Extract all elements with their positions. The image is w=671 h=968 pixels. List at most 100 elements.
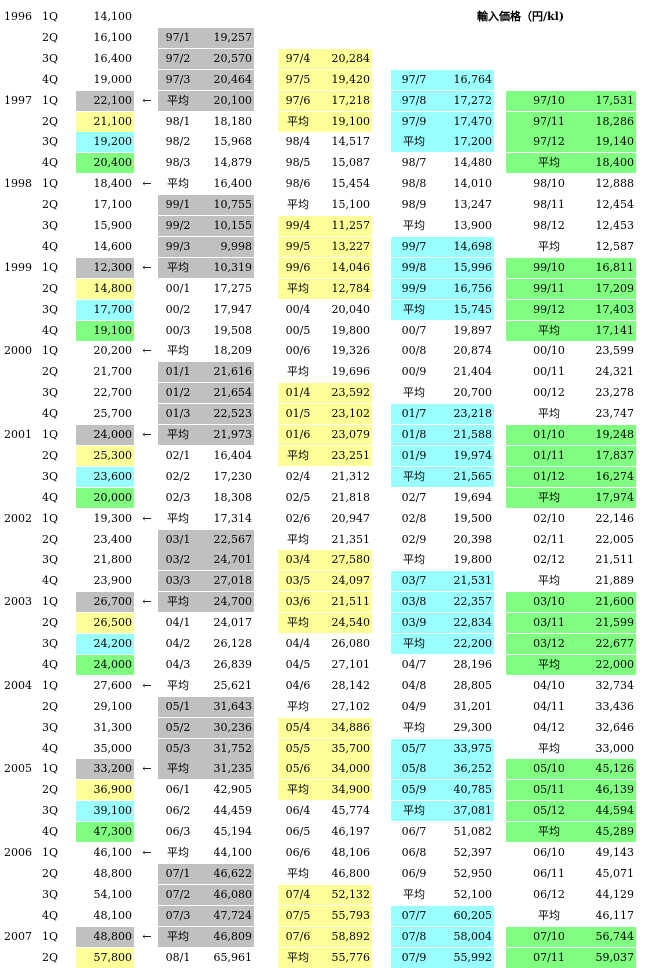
month-value-1: 20,100 bbox=[198, 90, 254, 111]
quarter-label: 2Q bbox=[42, 198, 59, 212]
month-label-3: 97/7 bbox=[391, 69, 437, 90]
month-label-3: 03/9 bbox=[391, 613, 437, 634]
month-label-4: 平均 bbox=[538, 239, 560, 253]
month-label-4: 平均 bbox=[538, 407, 560, 421]
month-label-1: 05/2 bbox=[158, 717, 198, 738]
month-value-1: 20,464 bbox=[198, 69, 254, 90]
month-label-4: 00/10 bbox=[533, 344, 565, 358]
quarter-label: 4Q bbox=[42, 574, 59, 588]
month-label-3: 06/9 bbox=[401, 866, 427, 880]
month-value-1: 16,400 bbox=[213, 177, 253, 191]
quarter-label: 2Q bbox=[42, 950, 59, 964]
month-label-4: 99/10 bbox=[506, 257, 592, 278]
month-label-2: 04/5 bbox=[285, 657, 311, 671]
month-value-4: 22,677 bbox=[592, 634, 636, 654]
month-label-4: 平均 bbox=[538, 741, 560, 755]
month-value-2: 48,106 bbox=[331, 846, 371, 859]
month-value-1: 17,314 bbox=[213, 511, 253, 525]
month-value-4: 21,511 bbox=[595, 553, 635, 567]
quarter-label: 3Q bbox=[42, 553, 59, 567]
month-label-2: 97/6 bbox=[278, 90, 318, 111]
month-label-2: 05/6 bbox=[278, 759, 318, 780]
arrow-indicator: ← bbox=[142, 177, 152, 191]
month-label-2: 平均 bbox=[278, 780, 318, 801]
quarter-value: 24,200 bbox=[76, 634, 134, 654]
month-label-1: 07/2 bbox=[158, 884, 198, 905]
month-label-4: 98/10 bbox=[533, 177, 565, 191]
month-label-3: 平均 bbox=[403, 720, 425, 734]
month-value-3: 17,272 bbox=[437, 90, 494, 111]
quarter-label: 3Q bbox=[42, 302, 59, 316]
month-label-3: 平均 bbox=[391, 801, 437, 822]
month-label-3: 平均 bbox=[391, 634, 437, 654]
month-label-1: 04/1 bbox=[165, 616, 191, 630]
month-label-1: 平均 bbox=[167, 177, 189, 191]
month-value-2: 15,100 bbox=[331, 198, 371, 212]
month-value-1: 45,194 bbox=[213, 825, 253, 839]
month-label-3: 07/8 bbox=[391, 926, 437, 947]
month-value-3: 13,247 bbox=[453, 198, 493, 212]
month-value-1: 19,508 bbox=[213, 323, 253, 337]
month-label-1: 97/1 bbox=[158, 27, 198, 48]
month-value-2: 21,818 bbox=[331, 490, 371, 504]
month-value-4: 17,837 bbox=[592, 445, 636, 466]
month-label-4: 05/10 bbox=[506, 759, 592, 780]
month-value-2: 20,040 bbox=[331, 302, 371, 316]
month-value-1: 21,654 bbox=[198, 383, 254, 404]
month-label-1: 02/1 bbox=[165, 448, 191, 462]
month-value-3: 31,201 bbox=[453, 699, 493, 713]
month-label-3: 03/8 bbox=[391, 592, 437, 613]
month-value-3: 19,500 bbox=[453, 511, 493, 525]
month-value-3: 16,764 bbox=[437, 69, 494, 90]
month-value-1: 44,100 bbox=[213, 846, 253, 859]
month-value-1: 42,905 bbox=[213, 783, 253, 797]
month-value-2: 23,251 bbox=[318, 445, 372, 466]
quarter-label: 3Q bbox=[42, 887, 59, 901]
month-value-2: 23,592 bbox=[318, 383, 372, 404]
month-label-2: 04/4 bbox=[285, 637, 311, 650]
quarter-value: 29,100 bbox=[93, 699, 133, 713]
month-value-2: 34,900 bbox=[318, 780, 372, 801]
month-value-2: 58,892 bbox=[318, 926, 372, 947]
month-label-3: 04/8 bbox=[401, 678, 427, 692]
month-value-3: 51,082 bbox=[453, 825, 493, 839]
quarter-label: 3Q bbox=[42, 469, 59, 483]
quarter-value: 20,200 bbox=[93, 344, 133, 358]
month-value-2: 35,700 bbox=[318, 738, 372, 759]
month-value-3: 14,698 bbox=[437, 236, 494, 257]
month-label-3: 07/7 bbox=[391, 905, 437, 926]
month-value-1: 31,752 bbox=[198, 738, 254, 759]
month-label-4: 98/12 bbox=[533, 219, 565, 232]
month-label-3: 01/9 bbox=[391, 445, 437, 466]
month-label-3: 02/9 bbox=[401, 532, 427, 546]
month-label-4: 01/11 bbox=[506, 445, 592, 466]
month-value-1: 31,235 bbox=[198, 759, 254, 780]
month-label-3: 平均 bbox=[403, 386, 425, 400]
quarter-value: 48,800 bbox=[93, 866, 133, 880]
month-value-1: 18,308 bbox=[213, 490, 253, 504]
month-value-2: 12,784 bbox=[318, 278, 372, 299]
month-label-2: 平均 bbox=[287, 866, 309, 880]
month-label-4: 99/12 bbox=[506, 299, 592, 320]
month-label-1: 平均 bbox=[167, 678, 189, 692]
month-value-2: 19,696 bbox=[331, 365, 371, 379]
month-value-4: 18,400 bbox=[592, 153, 636, 174]
month-value-3: 33,975 bbox=[437, 738, 494, 759]
quarter-value: 19,000 bbox=[93, 72, 133, 86]
quarter-label: 1Q bbox=[42, 762, 59, 776]
month-value-4: 22,005 bbox=[595, 532, 635, 546]
month-label-3: 平均 bbox=[391, 466, 437, 487]
year-label: 2006 bbox=[4, 846, 32, 859]
month-value-1: 46,622 bbox=[198, 863, 254, 884]
month-value-2: 15,454 bbox=[331, 177, 371, 191]
year-label: 1996 bbox=[4, 10, 32, 23]
month-label-2: 06/6 bbox=[285, 846, 311, 859]
month-label-3: 02/8 bbox=[401, 511, 427, 525]
month-label-4: 05/11 bbox=[506, 780, 592, 801]
month-label-2: 02/4 bbox=[285, 469, 311, 483]
month-label-4: 平均 bbox=[538, 574, 560, 588]
month-label-2: 99/4 bbox=[278, 216, 318, 236]
quarter-value: 19,100 bbox=[76, 320, 134, 341]
arrow-indicator: ← bbox=[142, 929, 152, 943]
month-value-4: 17,209 bbox=[592, 278, 636, 299]
